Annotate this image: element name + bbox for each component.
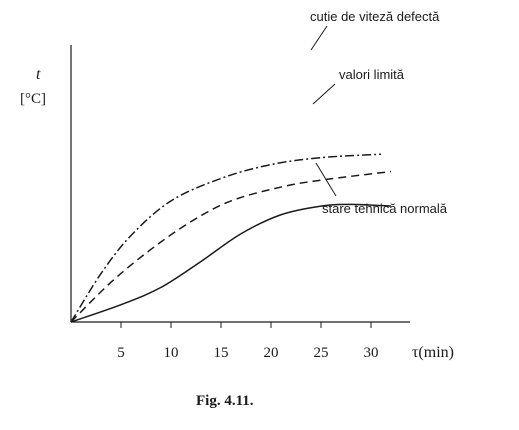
x-tick-label: 15 (214, 345, 229, 361)
series-line-limit-values (70, 170, 392, 323)
x-tick-label: 30 (364, 345, 379, 361)
y-axis-symbol: t (36, 66, 41, 83)
x-ticks: 5 10 15 20 25 30 (117, 322, 379, 361)
leader-line (315, 162, 337, 197)
x-tick-label: 25 (314, 345, 329, 361)
x-axis-label: τ(min) (412, 344, 454, 361)
leader-line (312, 83, 336, 105)
label-normal-state: stare tehnică normală (322, 201, 448, 216)
series-line-defect-gearbox (70, 153, 382, 323)
label-limit-values: valori limită (339, 67, 405, 82)
x-tick-label: 20 (264, 345, 279, 361)
label-defect-gearbox: cutie de viteză defectă (310, 9, 440, 24)
axes (70, 45, 410, 323)
x-tick-label: 10 (164, 345, 179, 361)
series-line-normal-state (70, 203, 392, 323)
annotations: cutie de viteză defectă valori limită star… (310, 9, 448, 216)
series (70, 153, 392, 323)
x-tick-label: 5 (117, 345, 125, 361)
leader-line (310, 25, 328, 51)
figure-caption: Fig. 4.11. (196, 393, 254, 409)
y-axis-unit: [°C] (20, 91, 46, 107)
